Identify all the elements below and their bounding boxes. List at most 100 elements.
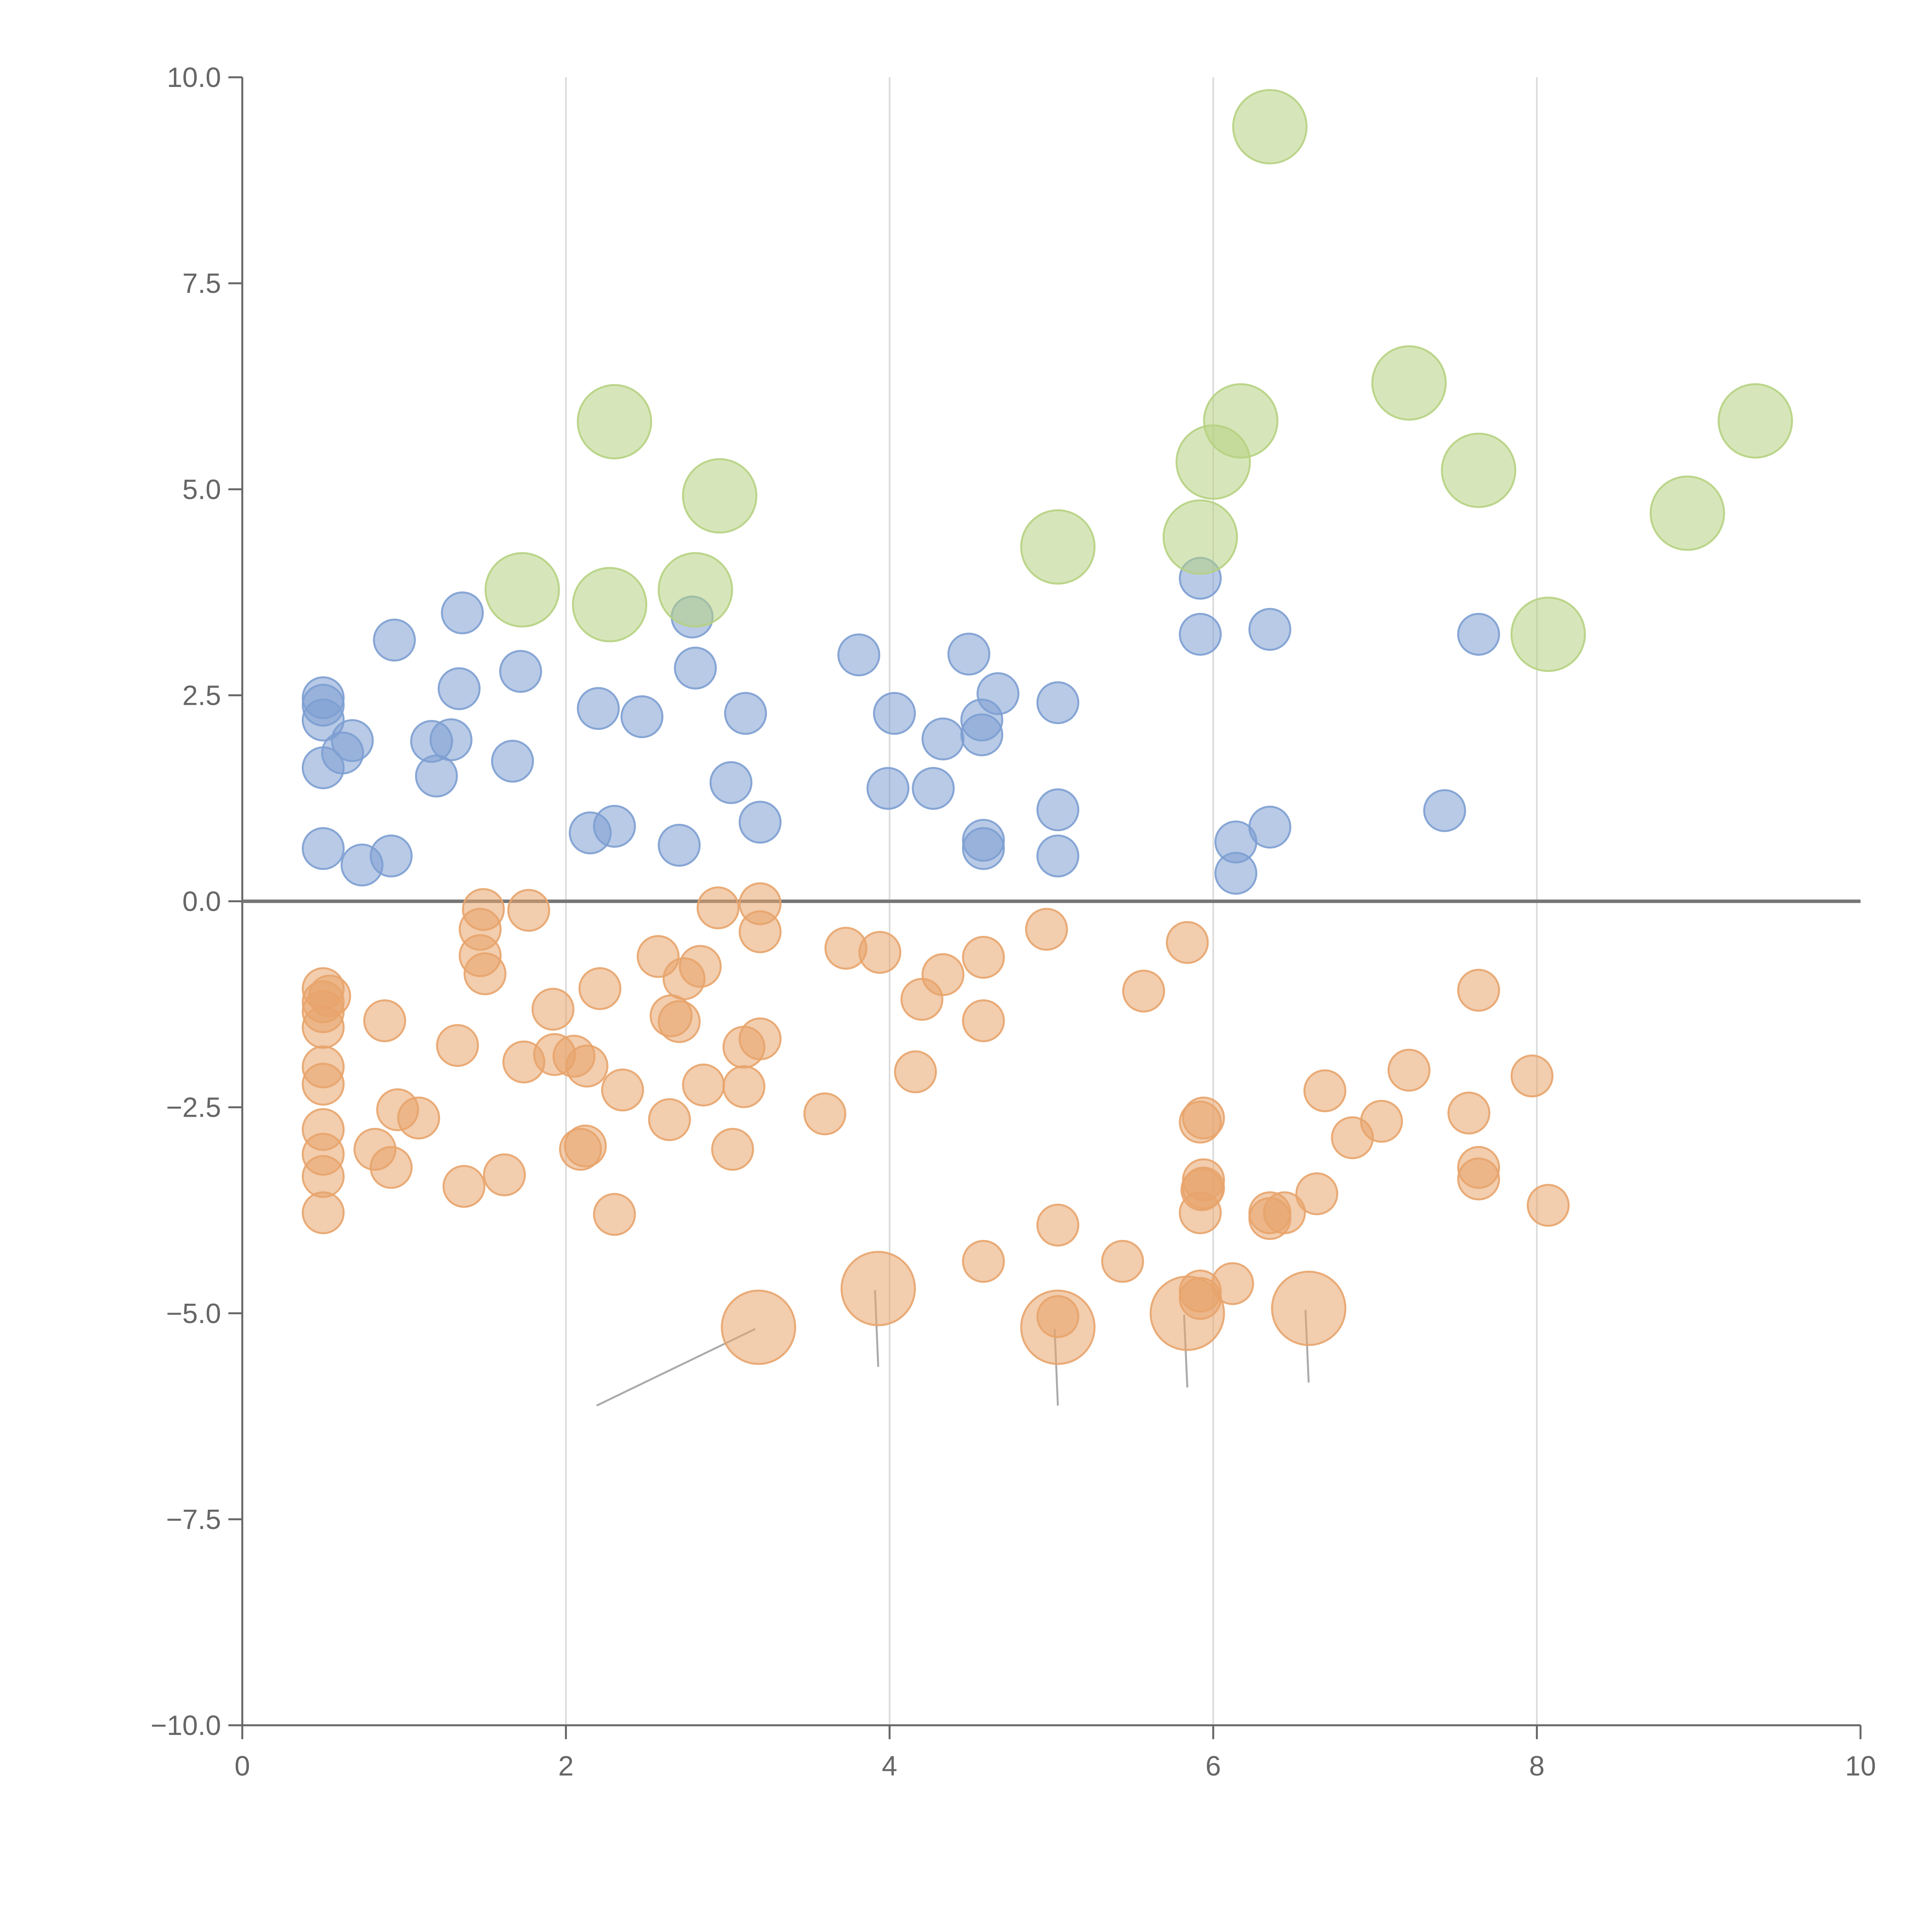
orange-point: [1182, 1167, 1225, 1210]
blue-point: [577, 687, 620, 730]
orange-point: [1457, 1157, 1500, 1201]
blue-point: [301, 698, 345, 742]
blue-point: [1179, 613, 1222, 656]
orange-point: [738, 882, 782, 925]
orange-point: [1510, 1054, 1554, 1098]
blue-point: [962, 827, 1005, 870]
orange-point: [682, 1063, 725, 1107]
orange-point: [962, 936, 1005, 979]
x-tick-label: 10: [1845, 1751, 1876, 1782]
green-point: [1371, 345, 1447, 421]
blue-point: [620, 695, 663, 738]
orange-large-point: [840, 1251, 916, 1327]
blue-point: [499, 650, 542, 693]
orange-point: [483, 1153, 526, 1196]
blue-point: [369, 834, 413, 878]
orange-point: [301, 1191, 345, 1235]
tick-marks: 10.0 7.5 5.0 2.5 0.0 −2.5 −5.0 −7.5 −10.0 0 2 4 6 8 10: [151, 62, 1876, 1782]
orange-point: [507, 889, 550, 932]
blue-point: [415, 754, 458, 798]
orange-point: [564, 1124, 607, 1168]
green-point: [572, 567, 648, 643]
blue-point: [873, 692, 916, 735]
blue-point: [866, 767, 910, 810]
y-tick-label: 10.0: [167, 62, 221, 93]
blue-point: [1248, 608, 1291, 651]
blue-point: [437, 667, 481, 710]
orange-point: [1527, 1184, 1570, 1227]
x-tick-label: 6: [1206, 1751, 1221, 1782]
y-tick-label: 2.5: [182, 680, 221, 711]
orange-point: [1388, 1049, 1431, 1092]
y-tick-label: −2.5: [166, 1092, 221, 1123]
blue-point: [441, 591, 484, 634]
blue-point: [912, 767, 955, 810]
orange-point: [301, 1155, 345, 1198]
orange-point: [1182, 1096, 1225, 1139]
blue-point: [738, 801, 782, 844]
orange-point: [921, 953, 964, 996]
orange-point: [601, 1068, 644, 1112]
orange-point: [648, 1098, 691, 1141]
blue-point: [921, 717, 964, 760]
orange-point: [1101, 1240, 1144, 1283]
blue-point: [1036, 681, 1080, 724]
orange-point: [803, 1092, 847, 1136]
data-points: [301, 89, 1793, 1365]
green-point: [1203, 383, 1279, 459]
blue-point: [674, 646, 717, 690]
orange-point: [301, 1063, 345, 1106]
orange-point: [369, 1146, 413, 1189]
orange-point: [894, 1050, 937, 1094]
blue-point: [947, 633, 990, 676]
blue-point: [373, 618, 416, 662]
x-tick-label: 0: [235, 1751, 250, 1782]
y-tick-label: 5.0: [182, 474, 221, 505]
x-tick-label: 4: [882, 1751, 897, 1782]
blue-point: [1036, 834, 1080, 878]
green-point: [485, 552, 560, 628]
blue-point: [658, 823, 701, 867]
orange-large-point: [1020, 1289, 1096, 1365]
orange-point: [397, 1096, 440, 1139]
orange-point: [1166, 921, 1209, 964]
orange-point: [578, 967, 622, 1010]
orange-point: [1211, 1262, 1254, 1305]
orange-point: [1025, 908, 1068, 951]
blue-point: [593, 804, 636, 848]
blue-point: [1248, 806, 1291, 849]
orange-point: [1447, 1092, 1491, 1135]
orange-point: [442, 1165, 486, 1208]
y-tick-label: 7.5: [182, 268, 221, 299]
orange-point: [679, 945, 722, 988]
orange-point: [1263, 1191, 1306, 1235]
y-tick-label: −10.0: [151, 1710, 221, 1741]
orange-point: [531, 988, 575, 1031]
orange-point: [722, 1065, 765, 1108]
y-tick-label: −5.0: [166, 1298, 221, 1329]
x-tick-label: 8: [1529, 1751, 1544, 1782]
orange-point: [1457, 969, 1500, 1012]
orange-large-point: [721, 1289, 796, 1365]
orange-point: [593, 1193, 636, 1236]
x-tick-label: 2: [558, 1751, 574, 1782]
orange-point: [565, 1044, 609, 1088]
y-tick-label: −7.5: [166, 1504, 221, 1535]
orange-point: [858, 931, 901, 974]
blue-point: [429, 718, 473, 762]
blue-point: [331, 719, 374, 762]
orange-large-point: [1150, 1276, 1225, 1351]
green-point: [1510, 597, 1586, 672]
y-tick-label: 0.0: [182, 886, 221, 917]
blue-point: [1214, 852, 1257, 895]
orange-point: [1295, 1172, 1338, 1216]
blue-point: [724, 692, 767, 735]
blue-point: [491, 740, 534, 783]
orange-point: [1036, 1204, 1080, 1247]
blue-point: [301, 827, 345, 870]
orange-point: [1122, 969, 1165, 1013]
orange-point: [658, 1000, 701, 1043]
blue-point: [960, 713, 1003, 757]
green-point: [682, 458, 757, 534]
blue-point: [709, 761, 753, 804]
